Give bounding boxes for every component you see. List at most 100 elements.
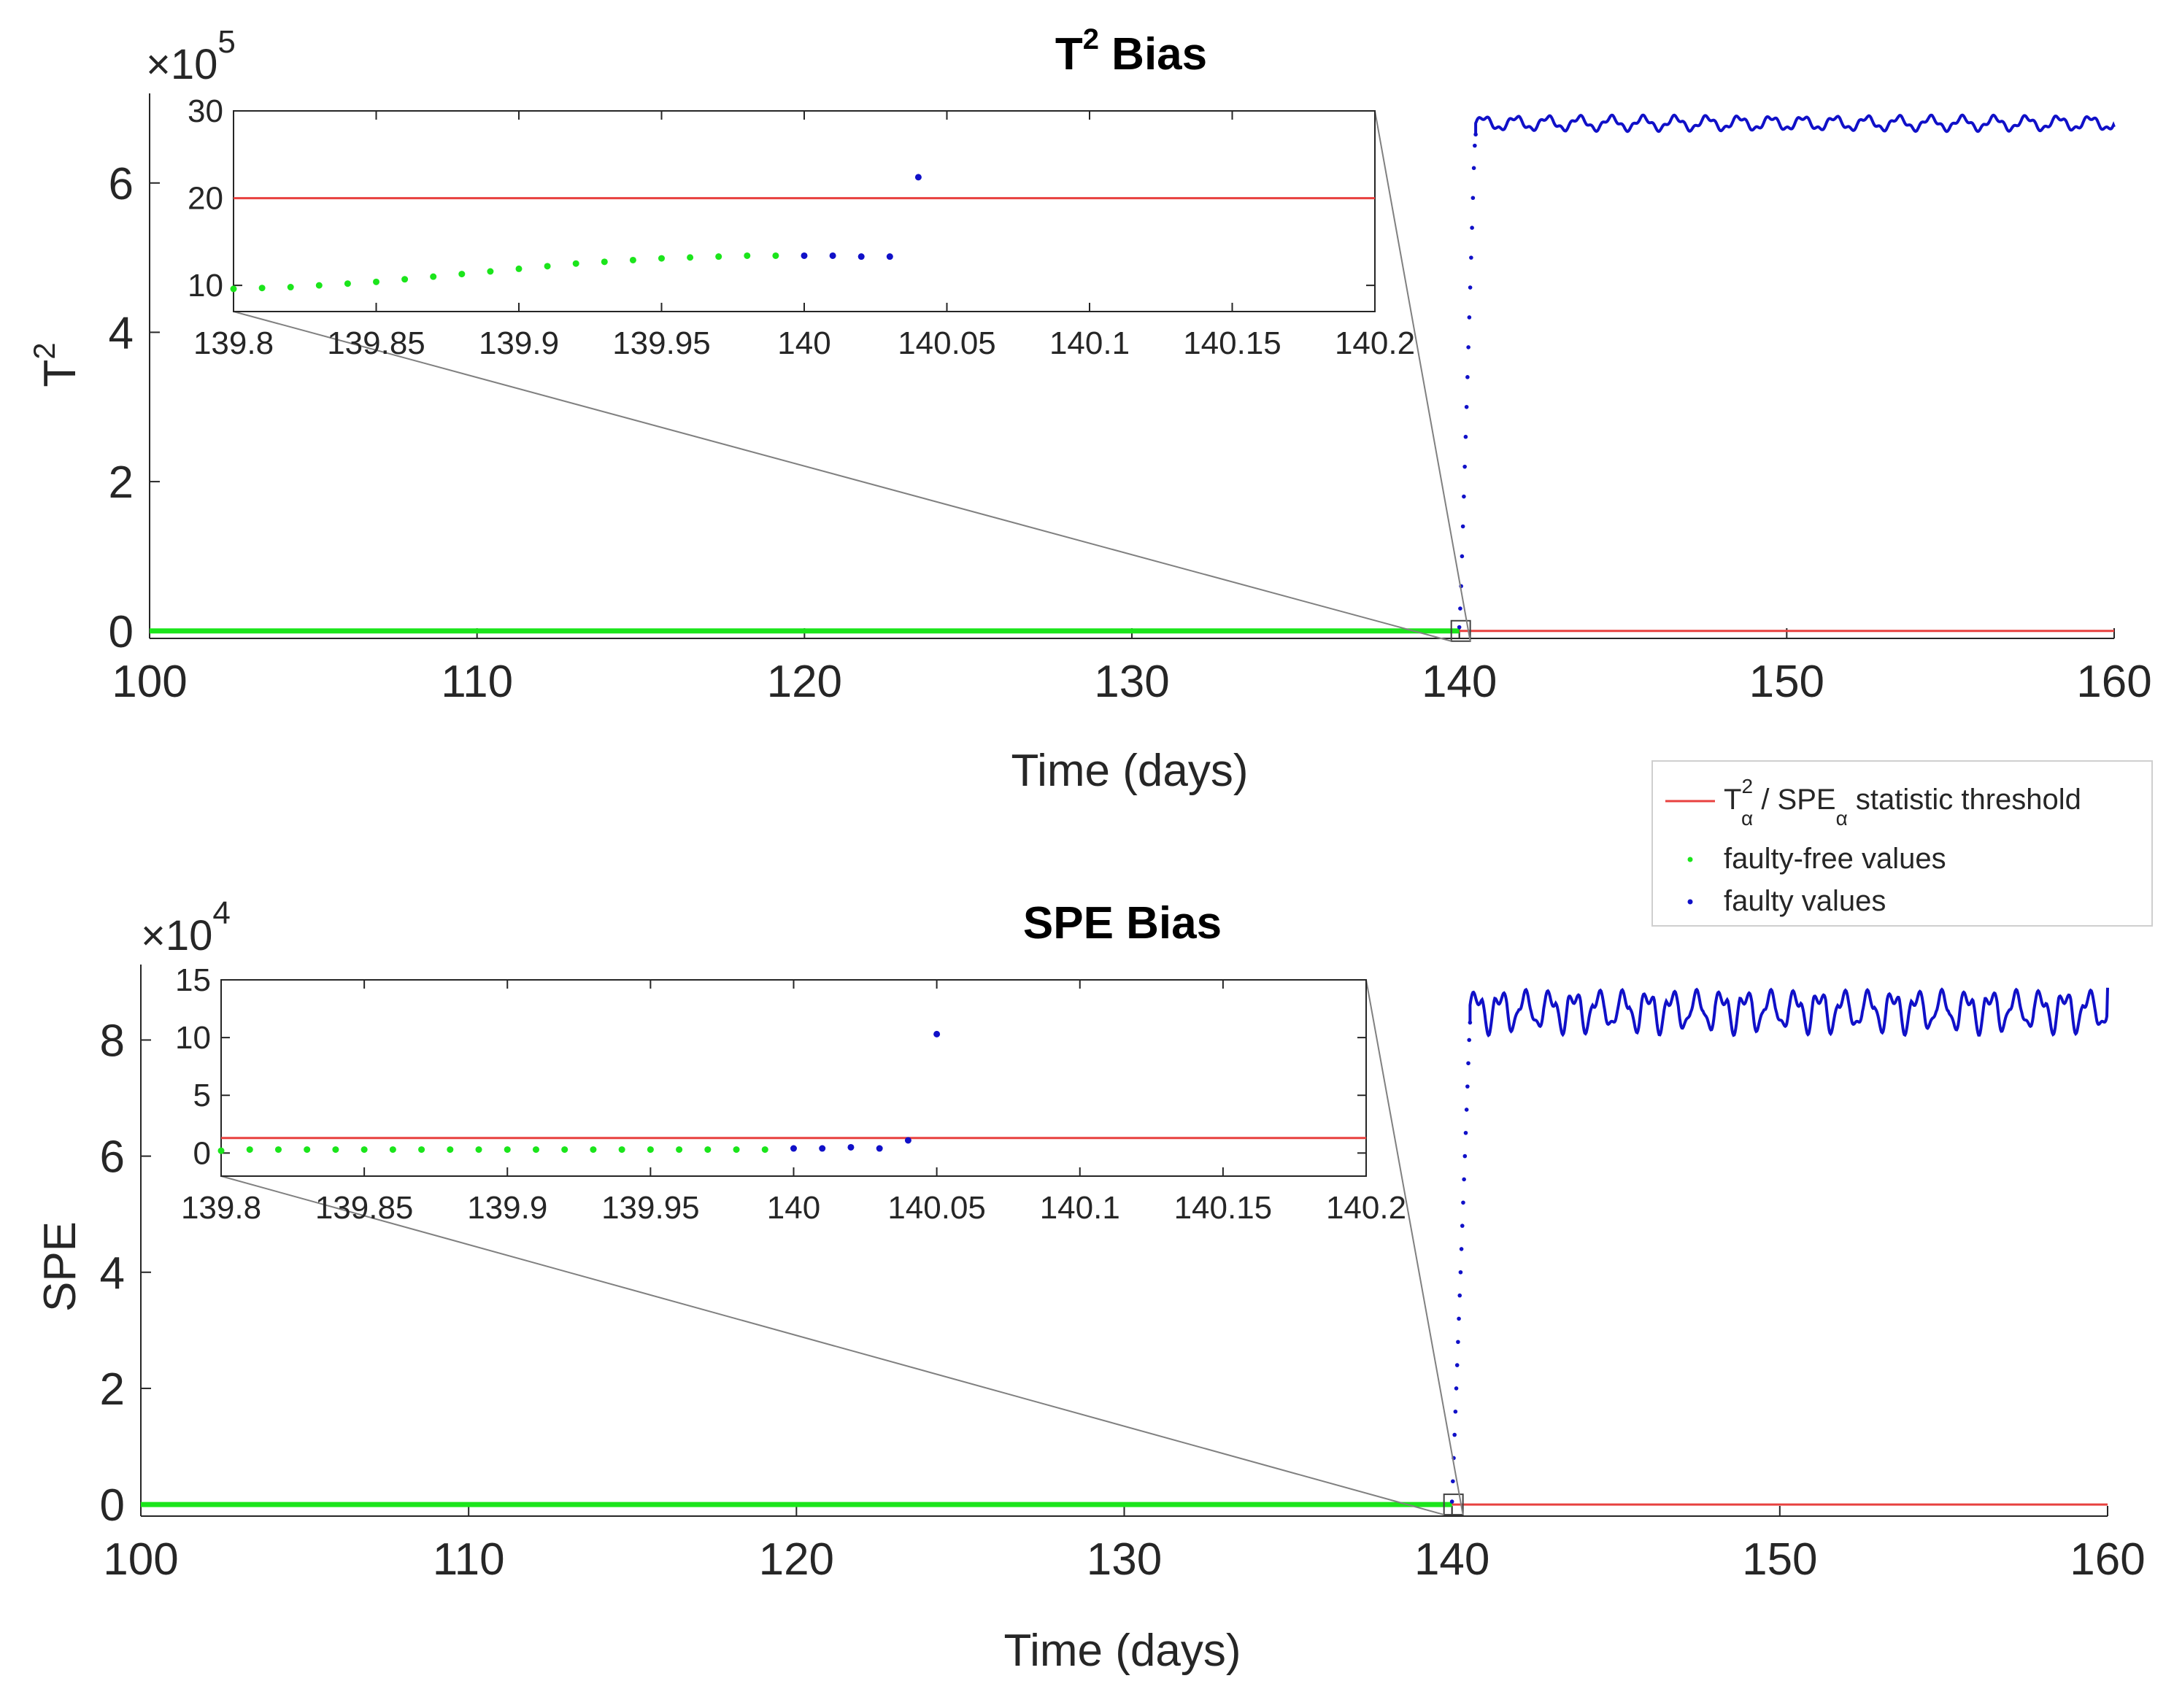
t2-inset-fault-free-point <box>258 285 266 292</box>
spe-y-tick-label: 2 <box>100 1364 125 1415</box>
spe-inset-y-tick-label: 10 <box>175 1020 211 1056</box>
t2-faulty-point <box>1465 375 1470 379</box>
spe-x-axis-label: Time (days) <box>1004 1626 1241 1676</box>
spe-y-tick-label: 0 <box>100 1480 125 1531</box>
spe-inset-fault-free-point <box>618 1146 625 1154</box>
t2-x-tick-label: 110 <box>441 657 513 707</box>
t2-faulty-point <box>1471 166 1476 171</box>
spe-faulty-point <box>1452 1432 1457 1437</box>
legend-box <box>1651 760 2153 927</box>
t2-inset-fault-free-point <box>430 273 437 280</box>
spe-inset-y-tick-label: 5 <box>193 1078 211 1113</box>
t2-inset-x-tick-label: 140 <box>777 325 830 361</box>
t2-faulty-point <box>1470 196 1476 201</box>
spe-x-tick-label: 130 <box>1087 1534 1162 1585</box>
t2-inset-faulty-point <box>857 253 865 260</box>
spe-faulty-point <box>1458 1270 1463 1275</box>
spe-inset-fault-free-point <box>475 1146 482 1154</box>
t2-inset-x-tick-label: 139.8 <box>193 325 274 361</box>
spe-y-tick-label: 6 <box>100 1132 125 1183</box>
t2-x-tick-label: 160 <box>2076 657 2151 707</box>
t2-zoom-connector <box>233 311 1452 642</box>
spe-faulty-point <box>1456 1340 1460 1345</box>
spe-x-tick-label: 140 <box>1414 1534 1489 1585</box>
spe-faulty-series <box>1468 987 2109 1038</box>
spe-inset-y-tick-label: 15 <box>175 962 211 998</box>
t2-inset-fault-free-point <box>487 268 494 275</box>
spe-inset-fault-free-point <box>561 1146 568 1154</box>
t2-faulty-point <box>1462 464 1467 469</box>
spe-x-tick-label: 150 <box>1742 1534 1817 1585</box>
spe-faulty-point <box>1465 1084 1470 1089</box>
t2-inset-x-tick-label: 140.2 <box>1335 325 1415 361</box>
t2-inset-x-tick-label: 140.15 <box>1183 325 1281 361</box>
spe-faulty-point <box>1461 1200 1465 1205</box>
legend-fault-free-marker <box>1687 857 1693 862</box>
t2-inset-fault-free-point <box>658 255 665 262</box>
spe-faulty-point <box>1462 1177 1466 1182</box>
spe-inset-faulty-point <box>933 1030 941 1037</box>
spe-faulty-point <box>1459 1247 1464 1251</box>
spe-inset-fault-free-point <box>246 1146 253 1154</box>
spe-x-tick-label: 100 <box>103 1534 178 1585</box>
t2-inset-fault-free-point <box>572 260 579 267</box>
spe-inset-fault-free-point <box>647 1146 654 1154</box>
spe-inset-fault-free-point <box>447 1146 454 1154</box>
t2-x-tick-label: 150 <box>1749 657 1824 707</box>
t2-faulty-series <box>1474 113 2116 135</box>
spe-inset-x-tick-label: 139.85 <box>315 1190 414 1226</box>
t2-faulty-point <box>1469 255 1473 260</box>
spe-inset-x-tick-label: 140.05 <box>887 1190 986 1226</box>
spe-faulty-point <box>1457 1316 1461 1321</box>
t2-inset-fault-free-point <box>715 253 722 260</box>
spe-panel: SPE Bias ×104 SPE Time (days) 100 110 120 1… <box>35 895 2146 1676</box>
t2-inset-fault-free-point <box>601 258 608 266</box>
spe-faulty-point <box>1464 1108 1469 1112</box>
t2-x-axis-label: Time (days) <box>1011 746 1249 796</box>
spe-title: SPE Bias <box>1023 898 1222 948</box>
spe-inset-fault-free-point <box>590 1146 597 1154</box>
t2-x-tick-label: 140 <box>1422 657 1497 707</box>
spe-faulty-point <box>1466 1061 1470 1066</box>
legend-faulty-label: faulty values <box>1724 885 1886 917</box>
t2-faulty-point <box>1464 404 1469 409</box>
spe-inset-x-tick-label: 140 <box>767 1190 820 1226</box>
spe-inset-faulty-point <box>819 1145 826 1152</box>
spe-x-tick-label: 120 <box>759 1534 834 1585</box>
t2-inset-faulty-point <box>914 174 922 181</box>
spe-inset-x-tick-label: 139.95 <box>601 1190 700 1226</box>
spe-inset-fault-free-point <box>304 1146 311 1154</box>
spe-inset-fault-free-point <box>332 1146 339 1154</box>
spe-inset-x-tick-label: 140.1 <box>1040 1190 1120 1226</box>
spe-inset-faulty-point <box>876 1145 883 1152</box>
t2-faulty-point <box>1457 625 1462 630</box>
spe-faulty-point <box>1454 1363 1460 1367</box>
t2-faulty-point <box>1460 524 1465 529</box>
spe-faulty-point <box>1453 1409 1458 1414</box>
spe-inset-box <box>220 979 1367 1177</box>
spe-x-tick-label: 110 <box>433 1534 505 1585</box>
t2-zoom-connector <box>1374 110 1471 641</box>
t2-inset-x-tick-label: 139.85 <box>327 325 425 361</box>
t2-inset-faulty-point <box>801 252 808 259</box>
spe-x-tick-label: 160 <box>2070 1534 2145 1585</box>
t2-faulty-point <box>1458 606 1462 611</box>
spe-inset-fault-free-point <box>704 1146 712 1154</box>
t2-inset-y-tick-label: 30 <box>188 93 223 129</box>
spe-inset-y-tick-label: 0 <box>193 1135 211 1171</box>
legend: T2 α / SPEα statistic threshold faulty-fr… <box>1651 760 2153 927</box>
spe-inset-faulty-point <box>904 1137 911 1144</box>
t2-y-tick-label: 6 <box>109 159 134 209</box>
spe-y-axis-label: SPE <box>35 1221 85 1312</box>
t2-x-tick-label: 100 <box>112 657 187 707</box>
spe-inset-faulty-point <box>790 1145 797 1152</box>
t2-title: T2 Bias <box>1055 23 1207 80</box>
t2-faulty-point <box>1470 225 1474 230</box>
t2-faulty-point <box>1467 315 1472 320</box>
t2-panel: T2 Bias ×105 T2 Time (days) 100 110 120 130… <box>27 23 2152 796</box>
spe-y-tick-label: 4 <box>100 1248 125 1299</box>
t2-inset-fault-free-point <box>772 252 779 259</box>
spe-inset-faulty-point <box>847 1143 855 1151</box>
t2-inset-box <box>233 110 1376 312</box>
t2-faulty-point <box>1473 143 1477 148</box>
